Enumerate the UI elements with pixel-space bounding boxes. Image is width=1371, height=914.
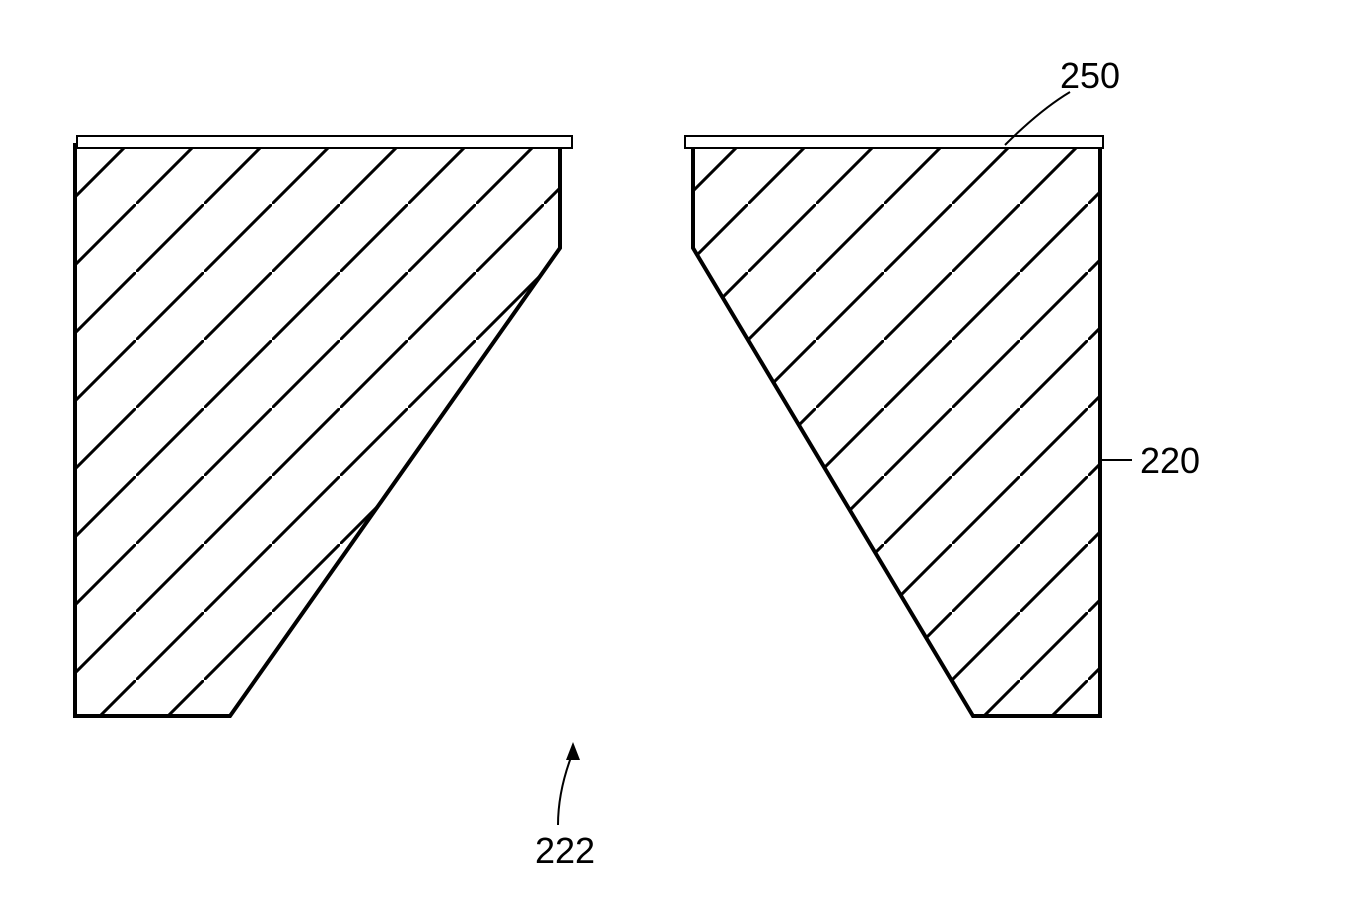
top-layer-left	[77, 136, 572, 148]
technical-diagram: 250 220 222	[0, 0, 1371, 909]
leader-222	[558, 752, 573, 825]
label-250: 250	[1060, 55, 1120, 97]
label-220: 220	[1140, 440, 1200, 482]
label-222: 222	[535, 830, 595, 872]
arrow-222	[566, 742, 580, 760]
top-layer-right	[685, 136, 1103, 148]
